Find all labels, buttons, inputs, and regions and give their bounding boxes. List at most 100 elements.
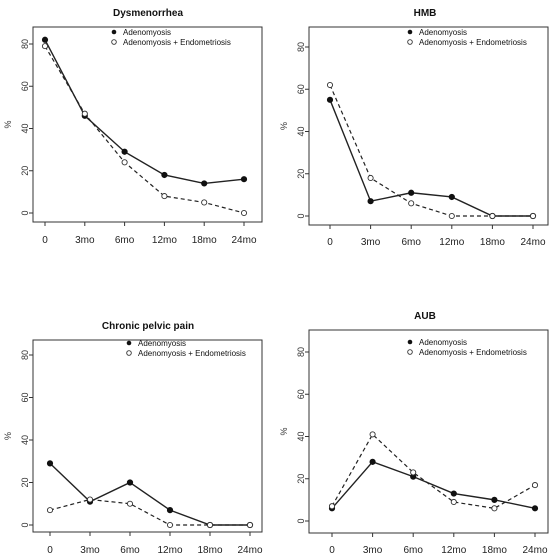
y-axis-label: % [3, 432, 13, 440]
data-point [408, 200, 415, 207]
legend-marker [111, 29, 117, 35]
y-tick-label: 60 [20, 81, 30, 91]
data-point [408, 189, 415, 196]
data-point [450, 498, 457, 506]
data-point [328, 503, 336, 510]
y-tick-label: 20 [20, 166, 30, 176]
x-tick-label: 24mo [237, 545, 262, 556]
data-point [240, 176, 248, 183]
x-tick-label: 24mo [522, 545, 547, 556]
data-point [166, 521, 174, 529]
x-tick-label: 18mo [482, 545, 507, 556]
chart-panel: HMB 0 20 40 60 80% 0 3mo 6mo 12mo 18mo 24mo Adenomyo… [279, 8, 549, 248]
data-point [121, 159, 128, 166]
legend-label: Adenomyosis + Endometriosis [138, 349, 246, 358]
data-point [410, 469, 417, 476]
data-point [161, 193, 168, 200]
data-point [491, 496, 498, 503]
y-tick-label: 0 [296, 213, 306, 218]
data-point [206, 521, 214, 529]
data-point [369, 431, 376, 438]
data-point [529, 212, 537, 220]
x-tick-label: 0 [47, 545, 53, 556]
y-tick-label: 80 [20, 39, 30, 49]
data-point [246, 521, 254, 529]
y-tick-label: 60 [296, 84, 306, 94]
data-point [367, 198, 374, 205]
data-point [489, 212, 496, 220]
chart-panel: Dysmenorrhea 0 20 40 60 80% 0 3mo 6mo 12mo 18mo 24m… [3, 8, 263, 246]
x-tick-label: 18mo [197, 545, 222, 556]
series-line [44, 45, 245, 214]
legend-label: Adenomyosis [419, 338, 467, 347]
y-tick-label: 40 [20, 435, 30, 445]
y-tick-label: 40 [296, 126, 306, 136]
data-point [531, 482, 539, 489]
x-tick-label: 3mo [80, 545, 100, 556]
data-point [81, 110, 88, 117]
x-tick-label: 12mo [441, 545, 466, 556]
data-point [491, 505, 498, 512]
x-tick-label: 6mo [115, 235, 135, 246]
legend-label: Adenomyosis [419, 28, 467, 37]
legend-label: Adenomyosis + Endometriosis [123, 38, 231, 47]
legend-marker [407, 29, 413, 35]
legend-marker [126, 350, 132, 356]
x-tick-label: 18mo [480, 237, 505, 248]
chart-title: Dysmenorrhea [113, 8, 183, 19]
y-tick-label: 80 [296, 42, 306, 52]
x-tick-label: 6mo [403, 545, 423, 556]
legend-marker [407, 339, 413, 345]
data-point [166, 507, 174, 514]
chart-title: Chronic pelvic pain [102, 321, 194, 332]
legend-marker [126, 340, 132, 346]
data-point [46, 460, 54, 467]
x-tick-label: 6mo [401, 237, 421, 248]
x-tick-label: 0 [329, 545, 335, 556]
data-point [326, 96, 334, 103]
y-axis-label: % [279, 427, 289, 435]
data-point [161, 171, 168, 179]
data-point [201, 199, 208, 206]
data-point [367, 174, 374, 182]
y-tick-label: 20 [20, 477, 30, 487]
data-point [326, 81, 334, 89]
y-tick-label: 60 [296, 389, 306, 399]
y-tick-label: 40 [20, 123, 30, 133]
plot-frame [308, 329, 549, 534]
series-line [49, 498, 250, 526]
x-tick-label: 3mo [363, 545, 383, 556]
x-tick-label: 12mo [157, 545, 182, 556]
data-point [531, 505, 539, 512]
data-point [448, 193, 455, 201]
series-line [331, 461, 536, 510]
data-point [46, 507, 54, 514]
plot-frame [32, 26, 263, 223]
data-point [448, 212, 455, 220]
x-tick-label: 3mo [361, 237, 381, 248]
data-point [121, 148, 128, 155]
legend-marker [407, 39, 413, 45]
legend-label: Adenomyosis [123, 28, 171, 37]
data-point [126, 500, 134, 507]
chart-title: AUB [414, 311, 436, 322]
data-point [86, 496, 94, 503]
data-point [369, 458, 376, 465]
x-tick-label: 0 [42, 235, 48, 246]
series-line [329, 99, 533, 217]
x-tick-label: 12mo [439, 237, 464, 248]
chart-panel: AUB 0 20 40 60 80% 0 3mo 6mo 12mo 18mo 24mo Adenomyo… [279, 311, 549, 556]
x-tick-label: 18mo [192, 235, 217, 246]
data-point [41, 43, 49, 50]
chart-title: HMB [414, 8, 437, 19]
plot-frame [308, 26, 549, 226]
x-tick-label: 3mo [75, 235, 95, 246]
series-line [44, 39, 245, 185]
series-line [49, 462, 250, 526]
x-tick-label: 12mo [152, 235, 177, 246]
y-tick-label: 0 [20, 522, 30, 527]
x-tick-label: 24mo [231, 235, 256, 246]
data-point [450, 490, 457, 497]
y-tick-label: 60 [20, 392, 30, 402]
